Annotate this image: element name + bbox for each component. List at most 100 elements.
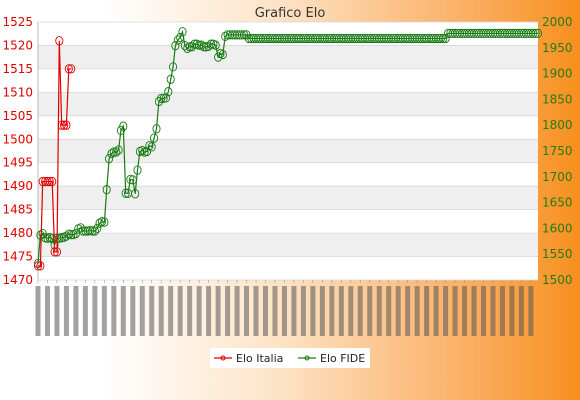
elo-fide-point [107, 148, 116, 159]
elo-italia-point [55, 36, 64, 46]
elo-fide-point [166, 74, 175, 84]
x-tick-label [234, 286, 240, 336]
elo-fide-point [173, 35, 182, 45]
y-left-tick-label: 1490 [2, 179, 33, 193]
x-tick-label [272, 286, 278, 336]
x-tick-label [130, 286, 136, 336]
x-tick-label [414, 286, 420, 336]
x-tick-label [452, 286, 458, 336]
x-tick-label [253, 286, 259, 336]
x-tick-label [348, 286, 354, 336]
elo-fide-point [133, 165, 142, 175]
elo-fide-point [71, 228, 80, 239]
elo-fide-point [169, 62, 178, 72]
x-tick-label [92, 286, 98, 336]
elo-fide-point [185, 42, 194, 52]
x-tick-label [168, 286, 174, 336]
elo-fide-point [100, 217, 109, 227]
elo-fide-point [33, 258, 43, 269]
elo-fide-point [529, 28, 538, 39]
elo-italia-point [52, 247, 62, 257]
y-left-tick-label: 1505 [2, 109, 33, 123]
y-right-tick-label: 1500 [542, 273, 573, 287]
elo-fide-point [176, 32, 185, 43]
elo-fide-point [114, 145, 123, 155]
x-tick-label [35, 286, 41, 336]
elo-fide-point [199, 42, 208, 52]
legend-label-elo-fide: Elo FIDE [320, 352, 365, 365]
elo-italia-point [45, 176, 54, 187]
y-left-tick-label: 1485 [2, 203, 33, 217]
elo-fide-point [131, 189, 140, 199]
elo-fide-point [150, 133, 159, 143]
elo-fide-point [531, 28, 540, 39]
y-left-tick-label: 1495 [2, 156, 33, 170]
y-left-tick-label: 1480 [2, 226, 33, 240]
elo-fide-point [67, 229, 76, 240]
elo-fide-point [206, 39, 216, 49]
elo-fide-point [147, 142, 156, 152]
x-tick-label [158, 286, 164, 336]
x-tick-label [405, 286, 411, 336]
x-tick-label [424, 286, 430, 336]
legend: Elo Italia Elo FIDE [210, 348, 370, 368]
x-tick-label [480, 286, 486, 336]
elo-fide-point [109, 147, 118, 157]
x-tick-label [177, 286, 183, 336]
x-tick-label [443, 286, 449, 336]
elo-italia-point [57, 120, 66, 130]
elo-fide-point [178, 27, 187, 37]
x-tick-label [471, 286, 477, 336]
chart-title: Grafico Elo [255, 6, 326, 21]
elo-fide-point [171, 41, 180, 51]
y-left-tick-label: 1475 [2, 250, 33, 264]
elo-fide-point [95, 218, 104, 228]
elo-fide-point [533, 28, 543, 39]
y-right-tick-label: 1950 [542, 41, 573, 55]
x-tick-label [225, 286, 231, 336]
x-tick-label [518, 286, 524, 336]
elo-fide-point [161, 93, 171, 103]
x-tick-label [187, 286, 193, 336]
x-tick-label [528, 286, 534, 336]
x-tick-label [395, 286, 401, 336]
x-tick-label [82, 286, 88, 336]
elo-fide-point [93, 223, 102, 234]
x-tick-label [357, 286, 363, 336]
y-right-tick-label: 1650 [542, 196, 573, 210]
y-left-tick-label: 1525 [2, 15, 33, 29]
x-tick-label [310, 286, 316, 336]
elo-italia-point [60, 120, 69, 130]
elo-italia-point [48, 176, 57, 187]
x-tick-label [262, 286, 268, 336]
elo-italia-point [50, 247, 59, 257]
x-tick-label [319, 286, 325, 336]
elo-fide-point [105, 154, 114, 164]
elo-italia-point [64, 64, 73, 74]
elo-fide-point [436, 33, 445, 44]
elo-fide-point [439, 33, 448, 44]
x-tick-label [139, 286, 145, 336]
y-right-tick-label: 1550 [542, 247, 573, 261]
x-tick-label [462, 286, 468, 336]
x-tick-label [490, 286, 496, 336]
elo-fide-point [164, 87, 173, 97]
x-tick-label [367, 286, 373, 336]
elo-fide-point [154, 96, 163, 107]
y-right-tick-label: 1850 [542, 92, 573, 106]
elo-fide-point [112, 147, 121, 157]
elo-fide-point [119, 121, 128, 131]
elo-italia-point [43, 176, 52, 187]
x-tick-label [338, 286, 344, 336]
elo-italia-point [36, 261, 45, 271]
elo-fide-point [218, 49, 227, 60]
x-tick-label [206, 286, 212, 336]
x-tick-label [386, 286, 392, 336]
elo-fide-point [441, 33, 450, 44]
y-left-tick-label: 1515 [2, 62, 33, 76]
elo-fide-point [121, 188, 130, 198]
elo-fide-point [237, 30, 246, 40]
x-tick-label [281, 286, 287, 336]
